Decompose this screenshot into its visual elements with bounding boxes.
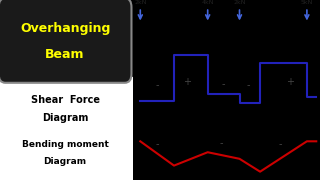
Text: -: - (156, 80, 159, 90)
Text: 2kN: 2kN (134, 0, 147, 4)
Text: +: + (286, 77, 294, 87)
Text: Shear  Force: Shear Force (31, 95, 100, 105)
Text: -: - (246, 80, 250, 90)
Text: 2kN: 2kN (233, 0, 246, 4)
Circle shape (254, 27, 266, 37)
Text: -: - (156, 139, 159, 149)
Text: Bending moment: Bending moment (22, 140, 108, 149)
Bar (0, 77, 133, 180)
Text: +: + (183, 77, 191, 87)
Text: Diagram: Diagram (42, 113, 88, 123)
Text: Beam: Beam (45, 48, 85, 60)
FancyBboxPatch shape (0, 0, 132, 83)
Polygon shape (164, 26, 184, 37)
Text: -: - (222, 80, 225, 90)
Text: 4kN: 4kN (201, 0, 214, 4)
Text: Diagram: Diagram (44, 158, 87, 166)
Text: 5kN: 5kN (301, 0, 313, 4)
Text: -: - (219, 138, 222, 148)
Text: -: - (279, 139, 283, 149)
Text: Overhanging: Overhanging (20, 22, 110, 35)
